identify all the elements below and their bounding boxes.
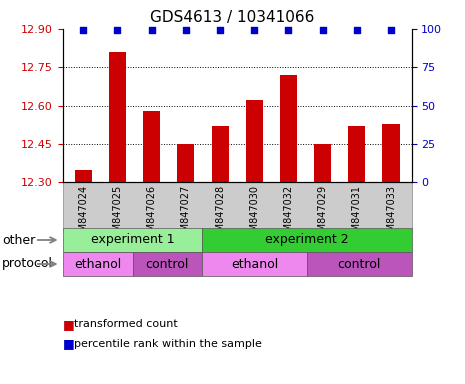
Bar	[382, 124, 399, 182]
Bar	[212, 126, 229, 182]
Bar	[109, 52, 126, 182]
Text: GDS4613 / 10341066: GDS4613 / 10341066	[150, 10, 315, 25]
Point	[387, 27, 395, 33]
Text: ethanol: ethanol	[74, 258, 121, 270]
Point	[285, 27, 292, 33]
Text: other: other	[2, 233, 36, 247]
Point	[251, 27, 258, 33]
Bar	[177, 144, 194, 182]
Bar	[246, 101, 263, 182]
Text: ethanol: ethanol	[231, 258, 278, 270]
Text: experiment 1: experiment 1	[91, 233, 174, 247]
Bar	[314, 144, 331, 182]
Text: protocol: protocol	[2, 258, 53, 270]
Bar	[75, 170, 92, 182]
Bar	[280, 75, 297, 182]
Text: control: control	[146, 258, 189, 270]
Point	[182, 27, 190, 33]
Point	[353, 27, 360, 33]
Point	[80, 27, 87, 33]
Bar	[348, 126, 365, 182]
Point	[148, 27, 155, 33]
Text: ■: ■	[63, 318, 74, 331]
Text: transformed count: transformed count	[74, 319, 178, 329]
Point	[216, 27, 224, 33]
Text: experiment 2: experiment 2	[265, 233, 349, 247]
Text: control: control	[338, 258, 381, 270]
Text: ■: ■	[63, 337, 74, 350]
Point	[114, 27, 121, 33]
Point	[319, 27, 326, 33]
Bar	[143, 111, 160, 182]
Text: percentile rank within the sample: percentile rank within the sample	[74, 339, 262, 349]
